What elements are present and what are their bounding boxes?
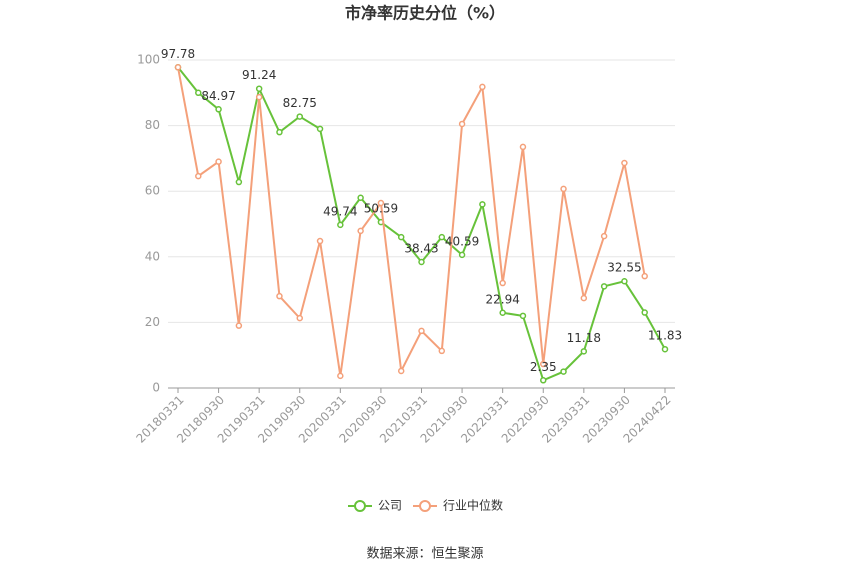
- point: [316, 237, 324, 245]
- point: [519, 312, 527, 320]
- legend-symbol: [354, 500, 366, 512]
- point: [519, 143, 527, 151]
- data-label: 22.94: [485, 292, 519, 306]
- data-label: 2.35: [530, 360, 557, 374]
- point: [296, 113, 303, 120]
- point: [438, 347, 446, 355]
- legend-label: 公司: [378, 499, 402, 513]
- point: [195, 172, 202, 180]
- source: 数据来源：恒生聚源: [366, 547, 483, 562]
- point: [377, 199, 385, 207]
- point: [580, 294, 588, 302]
- data-label: 82.75: [283, 96, 317, 110]
- point: [215, 158, 222, 165]
- point: [174, 64, 182, 71]
- point: [600, 283, 608, 290]
- data-label: 11.83: [648, 329, 682, 343]
- point: [397, 233, 405, 241]
- point: [479, 201, 486, 208]
- point: [479, 83, 486, 91]
- point: [255, 85, 263, 92]
- data-label: 49.74: [323, 204, 357, 218]
- legend-symbol: [419, 500, 431, 512]
- point: [621, 277, 628, 285]
- y-tick-label: 60: [145, 184, 160, 198]
- y-tick-label: 40: [145, 249, 160, 263]
- point: [337, 221, 344, 229]
- point: [560, 185, 567, 193]
- data-label: 38.43: [404, 241, 438, 255]
- point: [255, 93, 263, 101]
- chart-title: 市净率历史分位（%）: [345, 4, 505, 23]
- point: [540, 377, 547, 384]
- y-tick-label: 0: [152, 381, 160, 395]
- point: [438, 233, 446, 241]
- point: [357, 194, 364, 202]
- y-tick-label: 100: [137, 53, 160, 67]
- data-label: 40.59: [445, 234, 479, 248]
- point: [499, 309, 506, 317]
- point: [357, 227, 364, 235]
- point: [580, 348, 588, 355]
- point: [458, 120, 466, 128]
- point: [316, 125, 324, 133]
- point: [499, 279, 506, 287]
- data-label: 84.97: [201, 89, 235, 103]
- point: [276, 292, 283, 300]
- point: [215, 106, 222, 113]
- point: [458, 251, 466, 259]
- series-line: [177, 67, 646, 377]
- point: [600, 232, 608, 240]
- point: [661, 345, 669, 353]
- point: [418, 327, 425, 335]
- point: [418, 258, 425, 266]
- point: [235, 322, 243, 329]
- legend-label: 行业中位数: [443, 498, 503, 513]
- point: [560, 368, 567, 375]
- point: [195, 89, 202, 97]
- y-tick-label: 20: [145, 315, 160, 329]
- data-label: 91.24: [242, 68, 276, 82]
- point: [397, 367, 405, 375]
- data-label: 50.59: [364, 202, 398, 216]
- point: [641, 272, 648, 280]
- point: [296, 314, 303, 322]
- data-label: 11.18: [567, 331, 601, 345]
- point: [641, 309, 648, 316]
- point: [235, 178, 243, 186]
- data-label: 32.55: [607, 261, 641, 275]
- point: [621, 159, 628, 167]
- data-label: 97.78: [161, 47, 195, 61]
- y-tick-label: 80: [145, 118, 160, 132]
- point: [540, 360, 547, 368]
- point: [337, 372, 344, 380]
- point: [276, 128, 283, 136]
